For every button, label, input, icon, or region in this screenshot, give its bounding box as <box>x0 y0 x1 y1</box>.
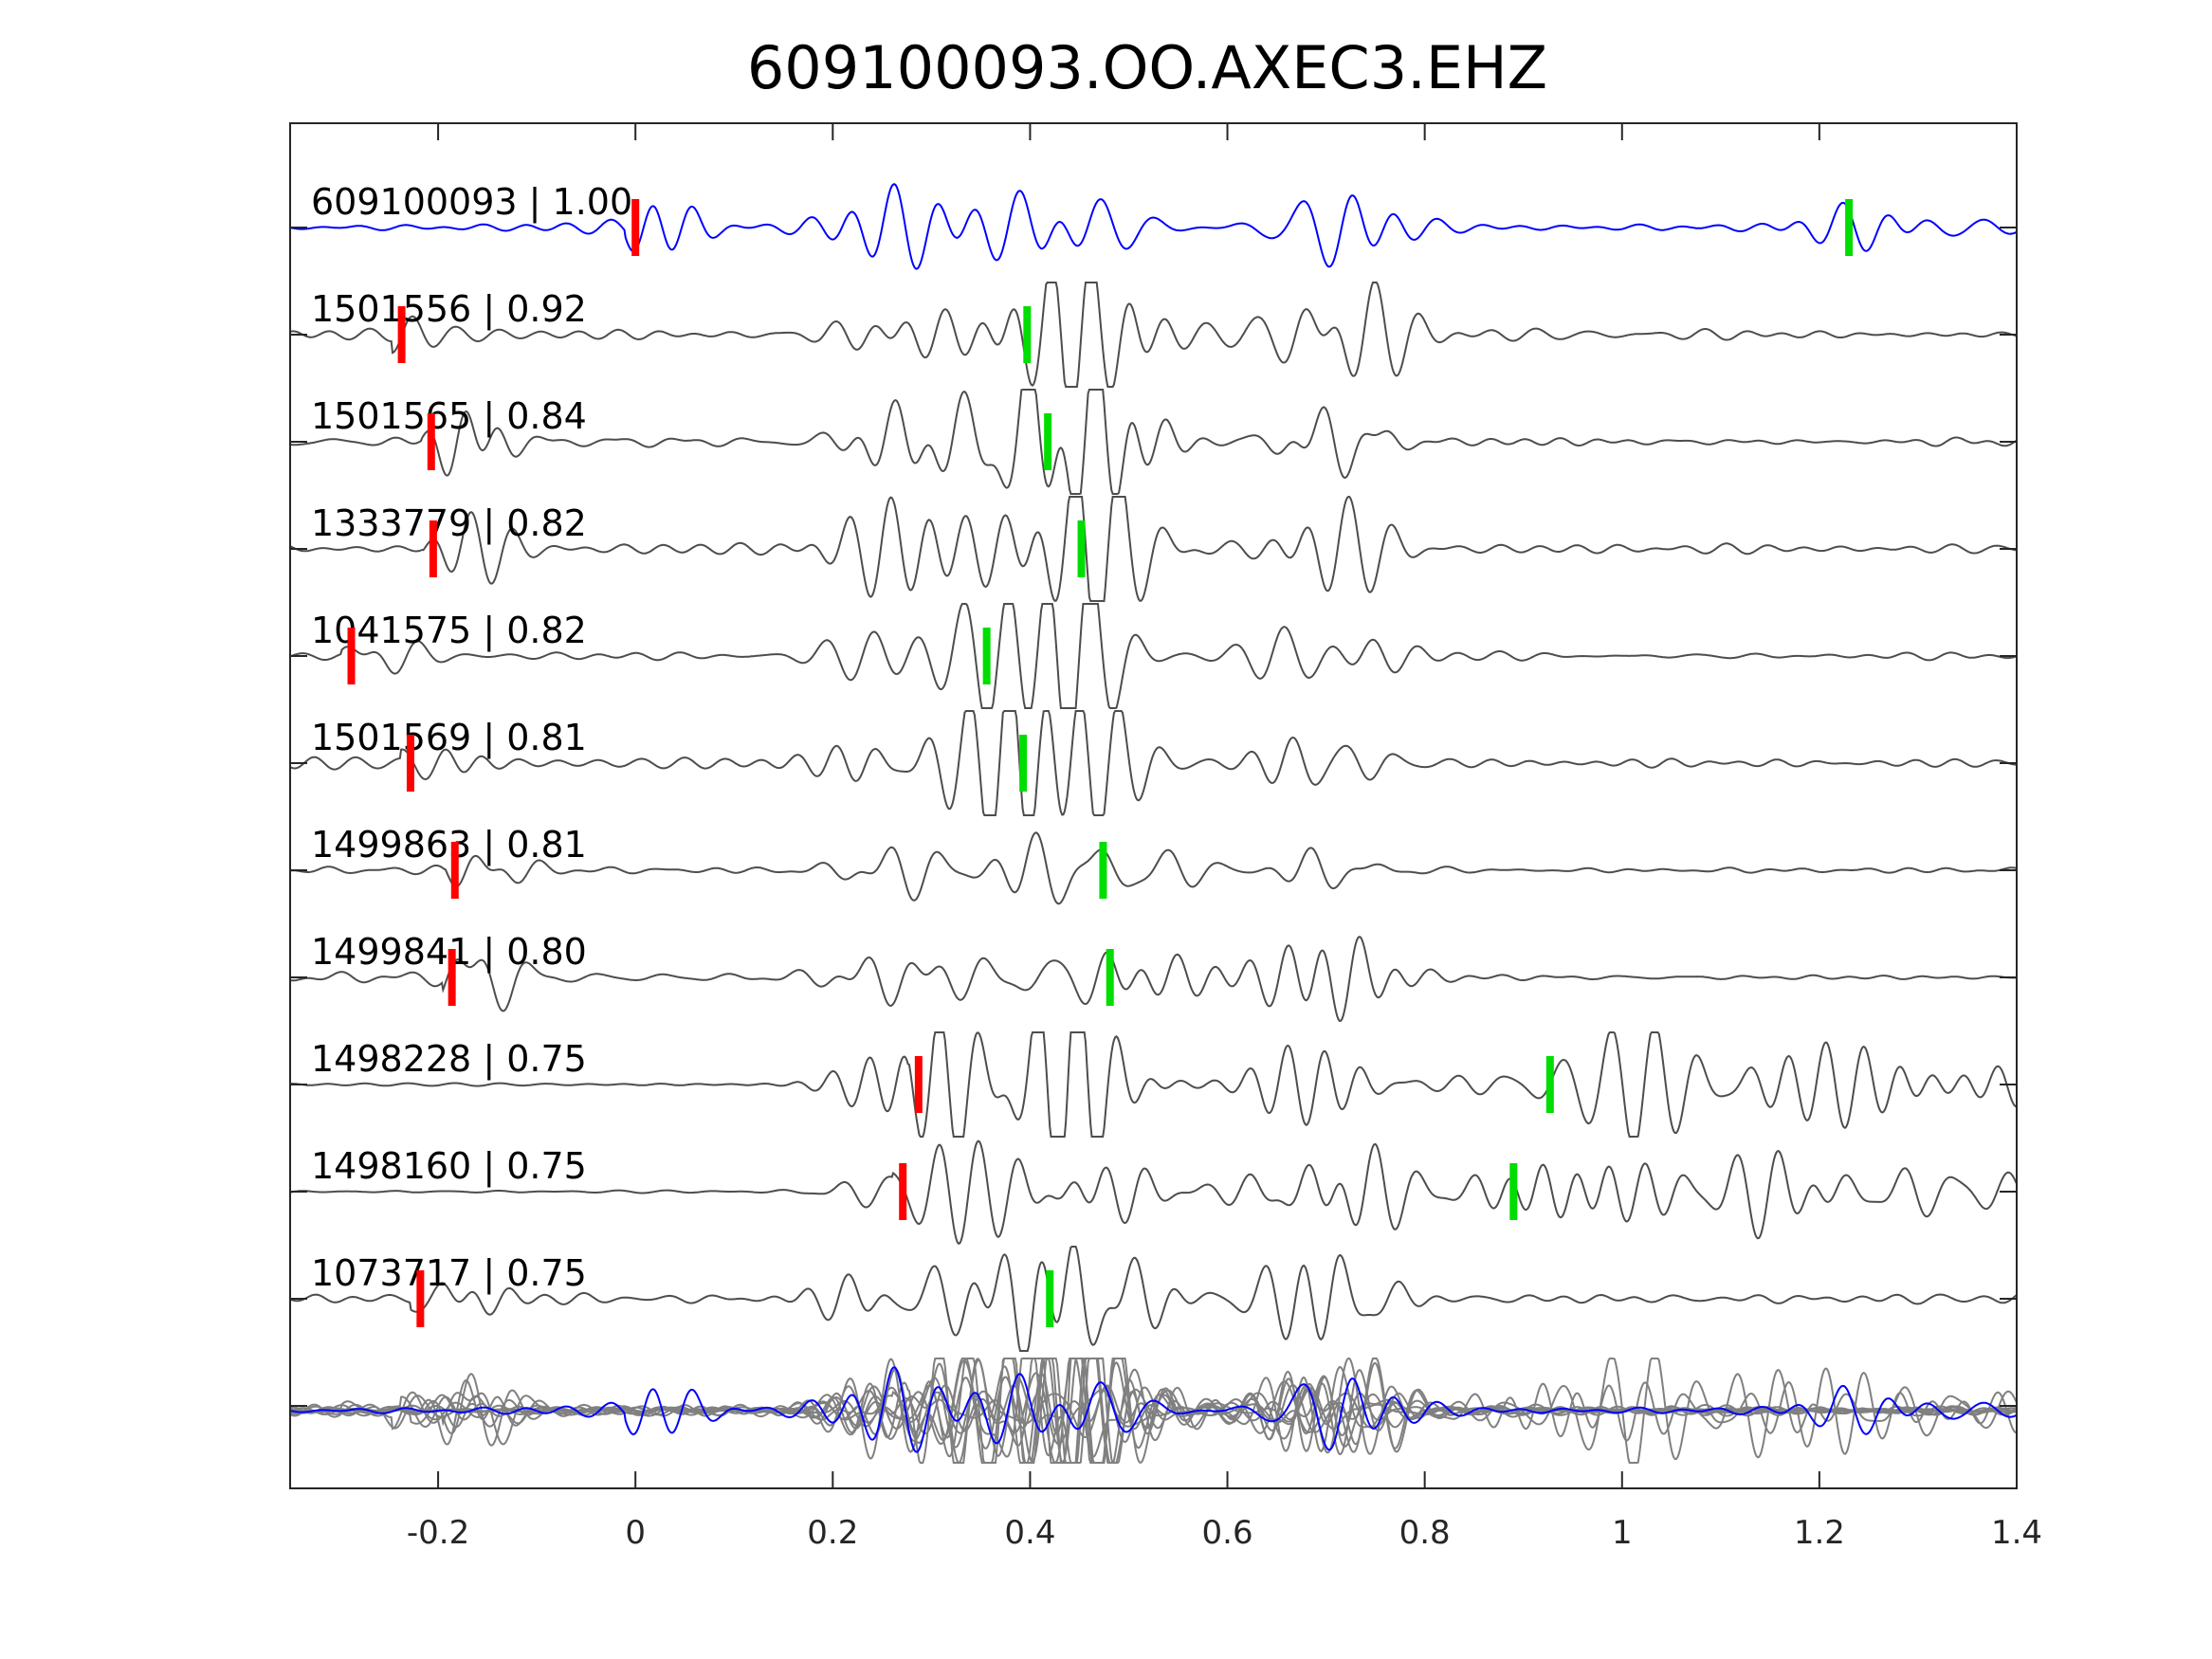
phase-picks <box>347 199 1854 1327</box>
trace-label-1333779: 1333779 | 0.82 <box>311 502 587 545</box>
trace-label-1498160: 1498160 | 0.75 <box>311 1145 587 1188</box>
trace-label-609100093: 609100093 | 1.00 <box>311 181 632 224</box>
trace-1499863 <box>289 831 2018 905</box>
trace-labels: 609100093 | 1.00 1501556 | 0.92 1501565 | … <box>311 181 632 1295</box>
x-tick-label: 1 <box>1612 1514 1633 1552</box>
x-tick-label: 0.6 <box>1202 1514 1253 1552</box>
stack-overlay <box>289 1357 2018 1464</box>
trace-label-1073717: 1073717 | 0.75 <box>311 1252 587 1295</box>
trace-1333779 <box>289 495 2018 602</box>
trace-label-1501556: 1501556 | 0.92 <box>311 288 587 331</box>
trace-label-1499863: 1499863 | 0.81 <box>311 824 587 866</box>
stack-template-trace <box>289 1366 2018 1453</box>
stack-trace-1498160 <box>289 1358 2018 1464</box>
x-tick-label: 0 <box>625 1514 646 1552</box>
x-tick-label: 0.4 <box>1004 1514 1055 1552</box>
trace-1498228 <box>289 1031 2018 1138</box>
chart-title: 609100093.OO.AXEC3.EHZ <box>747 33 1547 102</box>
trace-1501565 <box>289 389 2018 495</box>
x-tick-label: 0.8 <box>1399 1514 1451 1552</box>
trace-label-1501565: 1501565 | 0.84 <box>311 395 587 438</box>
x-tick-label: 1.2 <box>1794 1514 1845 1552</box>
trace-1501569 <box>289 710 2017 816</box>
trace-label-1041575: 1041575 | 0.82 <box>311 610 587 652</box>
trace-label-1498228: 1498228 | 0.75 <box>311 1038 587 1081</box>
x-tick-label: -0.2 <box>407 1514 469 1552</box>
trace-label-1501569: 1501569 | 0.81 <box>311 717 587 759</box>
trace-1499841 <box>289 935 2017 1022</box>
x-axis: -0.2 0 0.2 0.4 0.6 0.8 1 1.2 1.4 <box>290 123 2042 1552</box>
trace-1501556 <box>289 282 2018 388</box>
trace-609100093 <box>289 183 2018 270</box>
trace-1041575 <box>289 603 2018 709</box>
x-tick-label: 0.2 <box>807 1514 858 1552</box>
traces-layer <box>289 183 2018 1352</box>
trace-1498160 <box>289 1139 2018 1245</box>
plot-frame <box>289 122 2018 1489</box>
trace-1073717 <box>289 1246 2018 1352</box>
x-tick-label: 1.4 <box>1991 1514 2042 1552</box>
